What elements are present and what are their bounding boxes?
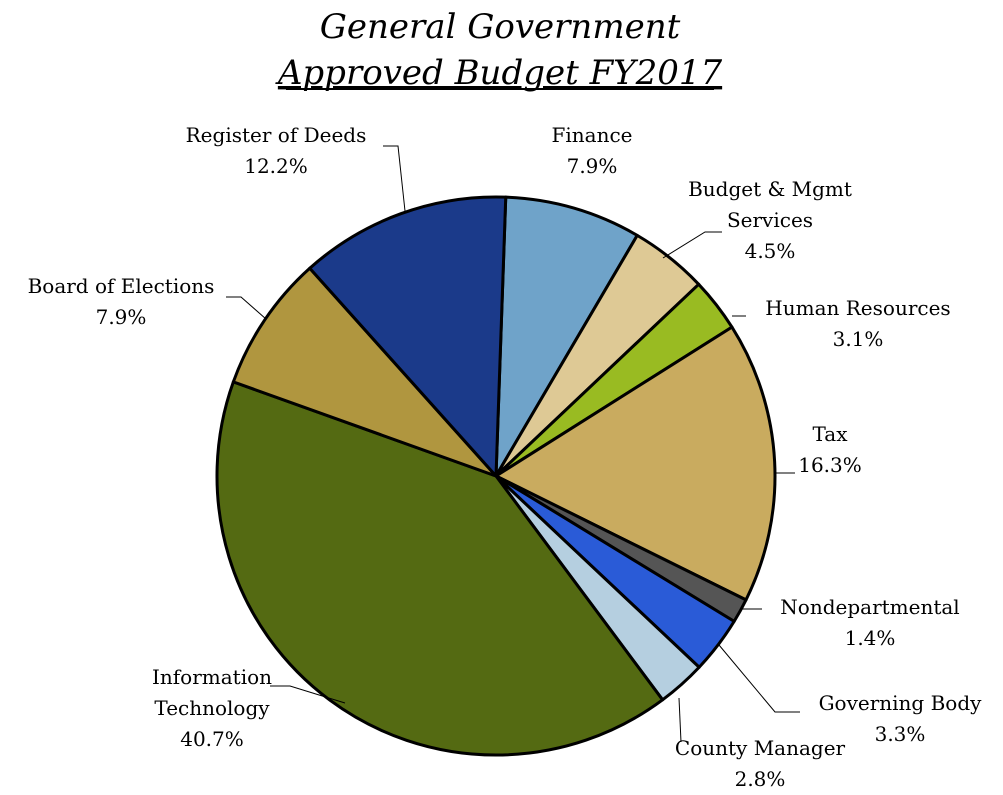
leader-line-board-of-elections (226, 296, 267, 320)
leader-line-register-of-deeds (383, 145, 406, 212)
slice-label-county-manager: County Manager 2.8% (675, 736, 846, 791)
leader-line-governing-body (718, 644, 800, 713)
slice-label-tax: Tax 16.3% (798, 422, 862, 477)
pie-slice-information-technology (215, 380, 665, 757)
leader-lines (226, 145, 800, 743)
slice-label-nondepartmental: Nondepartmental 1.4% (780, 595, 959, 650)
leader-line-information-technology (270, 685, 346, 704)
pie-slice-tax (494, 325, 777, 602)
pie-slice-board-of-elections (231, 266, 498, 478)
slice-label-register-of-deeds: Register of Deeds 12.2% (186, 123, 367, 178)
slice-label-budget-and-mgmt-services: Budget & Mgmt Services 4.5% (688, 177, 852, 263)
slice-labels: Finance 7.9% Budget & Mgmt Services 4.5% Huma… (28, 123, 983, 791)
leader-line-county-manager (678, 697, 682, 743)
chart-title: General Government (320, 7, 681, 47)
slice-label-finance: Finance 7.9% (552, 123, 633, 178)
slice-label-governing-body: Governing Body 3.3% (819, 691, 983, 746)
slice-label-human-resources: Human Resources 3.1% (765, 296, 950, 351)
slice-label-information-technology: Information Technology 40.7% (152, 665, 272, 751)
chart-subtitle: Approved Budget FY2017 (275, 53, 723, 93)
pie-slice-finance (494, 195, 639, 478)
slice-label-board-of-elections: Board of Elections 7.9% (28, 274, 215, 329)
leader-line-budget-and-mgmt-services (662, 231, 722, 259)
pie-slice-register-of-deeds (308, 195, 508, 478)
pie-slices (215, 195, 777, 757)
